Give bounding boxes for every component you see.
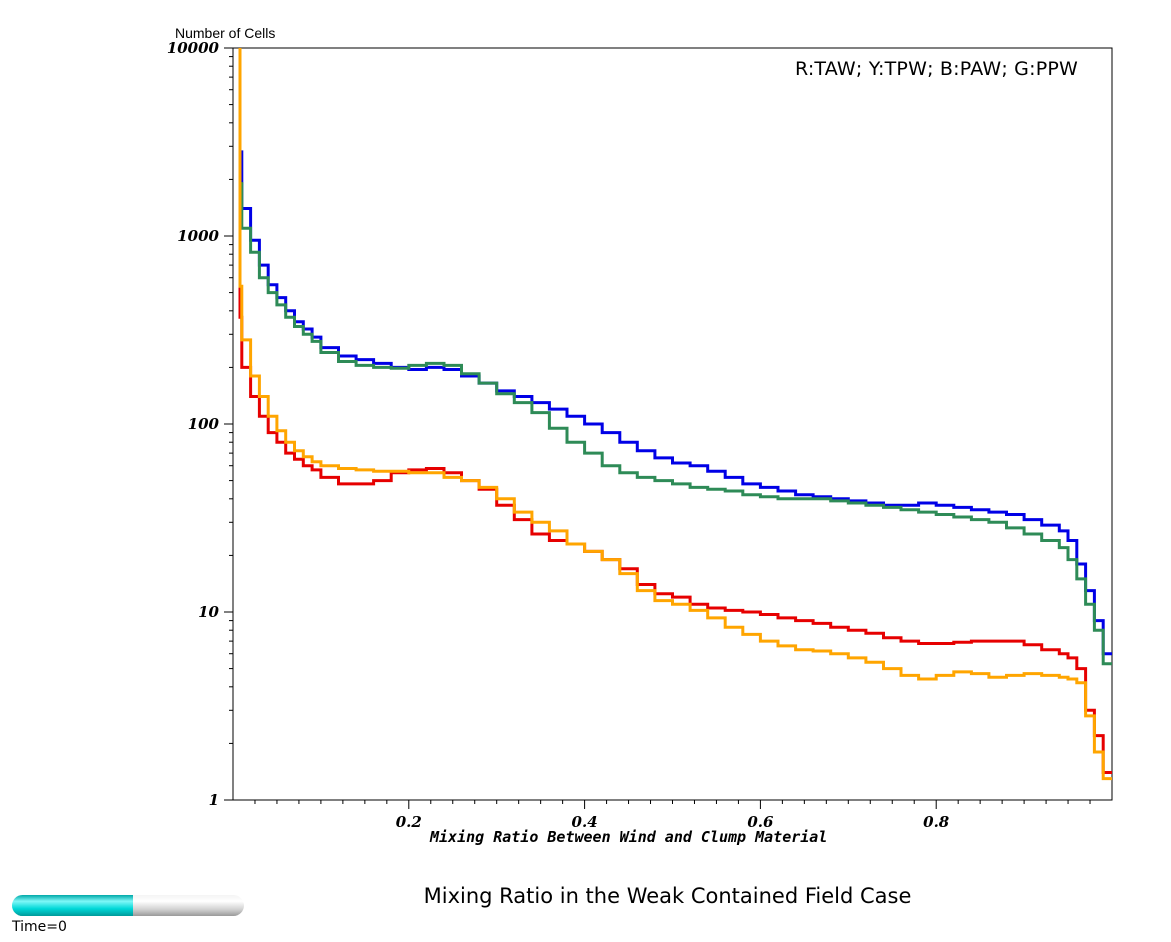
series-line — [238, 48, 1112, 656]
y-axis-label: Number of Cells — [175, 25, 276, 41]
series-lines — [238, 48, 1112, 781]
x-axis-ticks: 0.2 0.4 0.6 0.8 — [396, 800, 950, 831]
y-tick-label: 10 — [198, 603, 219, 621]
y-axis-ticks: 1 10 100 1000 10000 — [167, 39, 233, 809]
x-tick-label: 0.2 — [396, 813, 422, 831]
series-line — [238, 48, 1112, 774]
series-line — [238, 48, 1112, 781]
x-tick-label: 0.8 — [923, 813, 950, 831]
time-slider[interactable] — [12, 895, 244, 916]
y-tick-label: 1 — [209, 791, 219, 809]
legend-text: R:TAW; Y:TPW; B:PAW; G:PPW — [795, 58, 1079, 80]
x-minor-ticks — [254, 800, 1091, 804]
y-tick-label: 100 — [188, 415, 220, 433]
time-label: Time=0 — [12, 919, 67, 935]
time-slider-fill — [12, 895, 133, 916]
x-axis-label: Mixing Ratio Between Wind and Clump Mate… — [430, 828, 828, 846]
series-line — [238, 48, 1112, 666]
plot-frame — [232, 47, 1113, 801]
x-tick-label: 0.6 — [747, 813, 774, 831]
y-minor-ticks — [229, 56, 233, 744]
x-tick-label: 0.4 — [572, 813, 598, 831]
chart-title: Mixing Ratio in the Weak Contained Field… — [423, 884, 912, 908]
y-tick-label: 10000 — [167, 39, 220, 57]
y-tick-label: 1000 — [177, 227, 219, 245]
